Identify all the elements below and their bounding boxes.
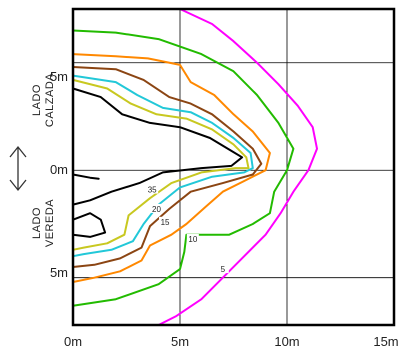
y-tick-label: 5m [50,69,68,84]
y-tick-label: 0m [50,162,68,177]
contour-label-background [150,203,163,213]
side-label-vereda: LADO VEREDA [31,199,56,247]
plot-frame [71,7,396,327]
contour-line [157,8,318,326]
y-tick-label: 5m [50,265,68,280]
contour-line [72,78,250,251]
side-label-calzada-text: CALZADA [44,73,56,127]
x-tick-label: 5m [171,334,189,349]
contour-line [72,87,244,206]
contour-label: 20 [152,205,161,214]
x-tick-label: 15m [373,334,398,349]
contour-label-background [146,184,159,194]
contour-label: 5 [221,265,226,274]
contour-label-background [159,216,172,226]
side-label-calzada: LADO CALZADA [31,73,56,127]
x-tick-label: 10m [274,334,299,349]
contour-line [72,29,295,307]
side-label-lado-top: LADO [31,84,43,116]
contour-line [72,66,263,268]
contour-line-segment [72,173,100,180]
side-label-vereda-text: VEREDA [44,199,56,247]
grid-lines [73,9,394,325]
contour-line-segment [72,212,107,238]
contour-lines [72,8,318,326]
x-tick-label: 0m [64,334,82,349]
contour-label-background [216,264,229,274]
contour-label-background [186,234,199,244]
contour-label: 15 [161,218,170,227]
contour-label: 35 [148,186,157,195]
contour-line [72,74,254,258]
side-label-lado-bottom: LADO [31,207,43,239]
contour-line [72,53,271,283]
contour-label: 10 [188,235,197,244]
vertical-double-arrow-icon [9,145,27,192]
